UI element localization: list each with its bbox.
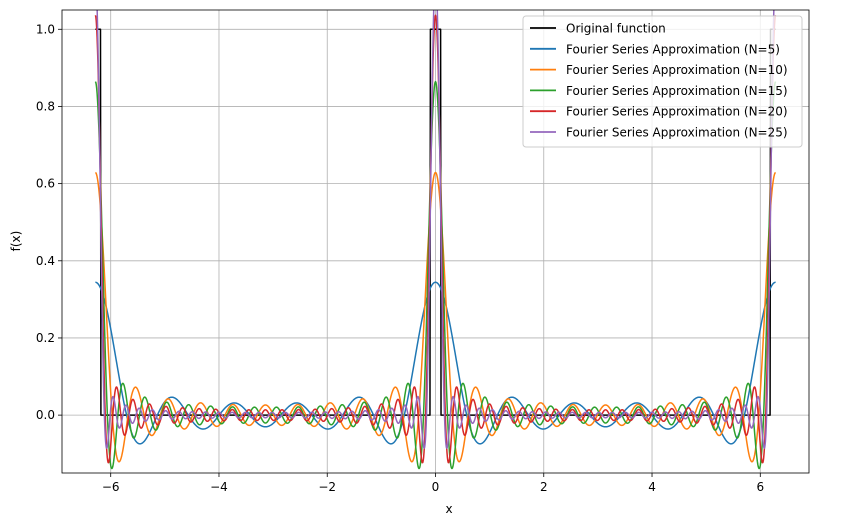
x-tick-label: 4 — [648, 480, 656, 494]
legend-label-n10: Fourier Series Approximation (N=10) — [566, 63, 788, 77]
x-tick-label: −4 — [210, 480, 228, 494]
y-tick-label: 0.8 — [36, 99, 55, 113]
y-tick-label: 0.2 — [36, 331, 55, 345]
legend: Original function Fourier Series Approxim… — [522, 15, 803, 148]
ticks: −6 −4 −2 0 2 4 6 0.0 0.2 0.4 0.6 0.8 1.0 — [36, 22, 764, 494]
legend-label-n20: Fourier Series Approximation (N=20) — [566, 105, 788, 119]
series-line-n25 — [96, 10, 775, 449]
series-line-n15 — [94, 80, 777, 470]
plot-area: −6 −4 −2 0 2 4 6 0.0 0.2 0.4 0.6 0.8 1.0 — [36, 9, 810, 494]
series-line-n20 — [94, 14, 777, 464]
legend-label-n25: Fourier Series Approximation (N=25) — [566, 126, 788, 140]
y-axis-label: f(x) — [9, 231, 23, 252]
y-tick-label: 0.4 — [36, 254, 55, 268]
legend-box — [522, 15, 803, 148]
x-tick-label: −6 — [102, 480, 120, 494]
y-tick-label: 0.6 — [36, 177, 55, 191]
x-tick-label: 0 — [432, 480, 440, 494]
legend-label-n5: Fourier Series Approximation (N=5) — [566, 42, 780, 56]
series-lines — [94, 10, 777, 470]
legend-label-original: Original function — [566, 22, 666, 36]
y-tick-label: 1.0 — [36, 22, 55, 36]
y-tick-label: 0.0 — [36, 408, 55, 422]
series-line-n5 — [95, 281, 776, 445]
x-axis-label: x — [445, 502, 452, 516]
x-tick-label: 6 — [756, 480, 764, 494]
x-tick-label: 2 — [540, 480, 548, 494]
x-tick-label: −2 — [318, 480, 336, 494]
legend-label-n15: Fourier Series Approximation (N=15) — [566, 84, 788, 98]
